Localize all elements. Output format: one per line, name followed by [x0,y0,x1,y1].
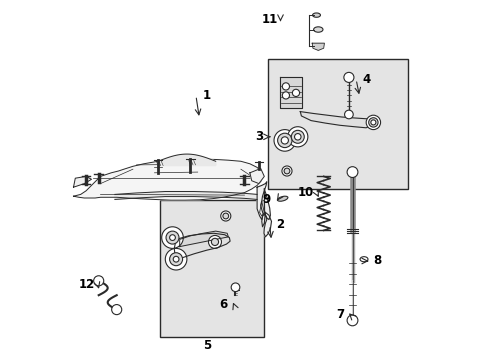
Polygon shape [264,189,270,220]
Text: 10: 10 [297,186,313,199]
Polygon shape [249,168,264,184]
Circle shape [343,72,353,82]
Ellipse shape [359,257,367,262]
Circle shape [277,133,291,148]
Polygon shape [158,154,215,166]
Circle shape [111,305,122,315]
Circle shape [94,276,103,286]
Circle shape [165,248,186,270]
Circle shape [281,137,288,144]
Text: 11: 11 [261,13,277,26]
Circle shape [169,253,182,266]
Circle shape [208,235,221,248]
Text: 2: 2 [276,219,284,231]
Circle shape [220,211,230,221]
Polygon shape [174,233,230,259]
Text: 3: 3 [254,130,263,143]
Polygon shape [179,231,228,247]
Ellipse shape [312,13,320,17]
Text: 8: 8 [373,255,381,267]
Polygon shape [261,212,271,237]
Circle shape [273,130,295,151]
Circle shape [166,231,179,244]
Circle shape [173,256,179,262]
Circle shape [292,89,299,96]
Text: 12: 12 [79,278,95,291]
Circle shape [282,166,291,176]
Circle shape [284,168,289,174]
Polygon shape [115,192,257,199]
Circle shape [366,115,380,130]
Polygon shape [73,159,262,200]
Text: 7: 7 [335,309,343,321]
Polygon shape [257,182,266,220]
Circle shape [169,235,175,240]
Circle shape [287,127,307,147]
Text: 4: 4 [362,73,370,86]
Circle shape [294,134,301,140]
Polygon shape [300,112,371,128]
Text: 5: 5 [202,339,210,352]
Circle shape [162,227,183,248]
Ellipse shape [277,196,287,201]
Circle shape [231,283,239,292]
Polygon shape [73,176,91,187]
Text: 9: 9 [262,193,270,206]
Circle shape [370,120,375,125]
Circle shape [223,213,228,219]
Bar [267,59,407,189]
Bar [160,200,264,337]
Circle shape [346,167,357,177]
Circle shape [211,238,218,246]
Text: 6: 6 [218,298,226,311]
Polygon shape [279,77,302,108]
Text: 1: 1 [202,89,210,102]
Circle shape [291,130,304,143]
Circle shape [346,315,357,326]
Polygon shape [311,43,324,50]
Ellipse shape [313,27,322,32]
Circle shape [344,110,352,119]
Circle shape [282,92,289,99]
Circle shape [282,83,289,90]
Circle shape [368,118,377,127]
